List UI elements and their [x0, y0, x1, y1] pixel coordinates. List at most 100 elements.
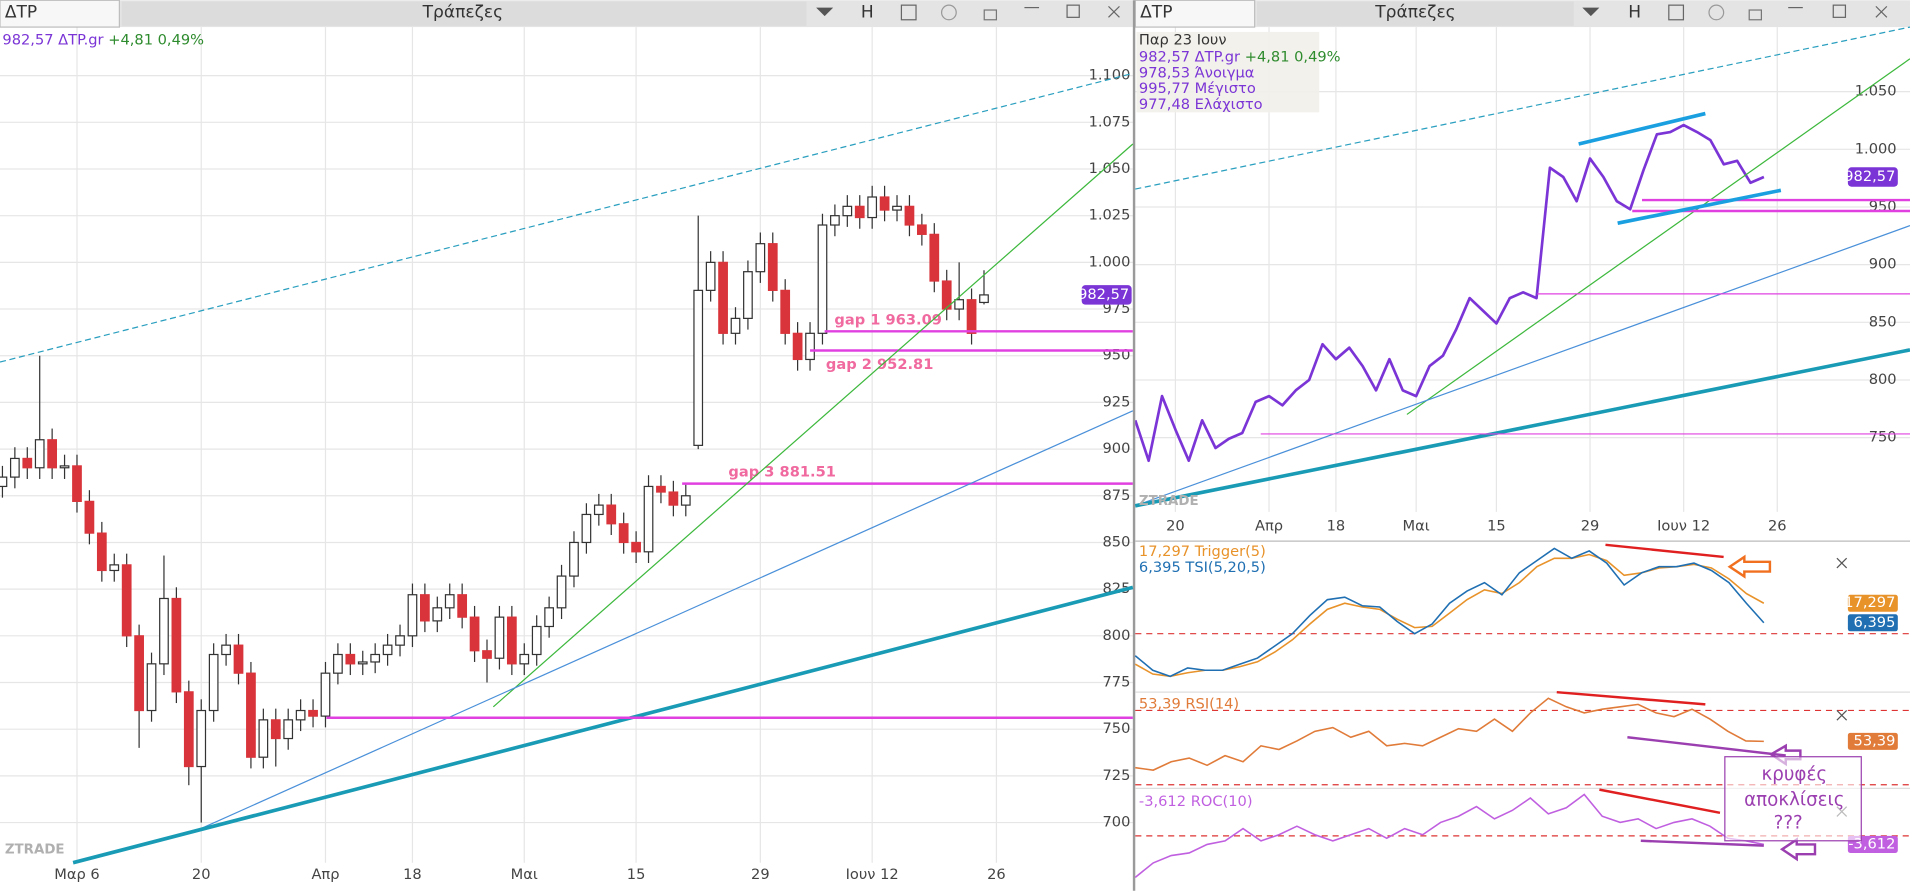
candle-body — [569, 541, 579, 577]
indicator-line — [1134, 793, 1764, 878]
candle-body — [444, 594, 455, 609]
candle-body — [109, 564, 120, 572]
value-tag-label: 17,297 — [1844, 594, 1895, 611]
watermark: ZTRADE — [1139, 494, 1199, 509]
close-icon[interactable] — [1875, 5, 1888, 18]
x-tick-label: 26 — [987, 866, 1006, 883]
candle-body — [668, 491, 679, 506]
candle-body — [506, 616, 517, 665]
price-line — [1134, 123, 1765, 463]
info-low: 977,48 Ελάχιστο — [1139, 96, 1263, 113]
close-panel[interactable] — [1836, 557, 1848, 569]
candle-body — [730, 317, 741, 334]
candle-body — [320, 672, 331, 717]
candle-body — [196, 709, 207, 768]
arrow — [1727, 554, 1772, 579]
price-tag-label: 982,57 — [1844, 168, 1895, 185]
quote-price: 982,57 ΔTP.gr — [1139, 49, 1240, 66]
divergence-line — [1605, 543, 1724, 559]
tab[interactable] — [0, 0, 120, 28]
value-tag — [1847, 594, 1898, 612]
y-tick-label: 900 — [1869, 256, 1897, 273]
quote: 982,57 ΔTP.gr +4,81 0,49% — [2, 31, 204, 48]
legend-value: 17,297 — [1139, 543, 1190, 560]
candle-body — [941, 280, 952, 310]
y-tick-label: 800 — [1869, 371, 1897, 388]
legend-entry: -3,612 ROC(10) — [1139, 793, 1253, 810]
y-tick-label: 875 — [1103, 487, 1131, 504]
x-tick-label: 20 — [192, 866, 211, 883]
y-tick-label: 800 — [1103, 627, 1131, 644]
x-tick-label: Απρ — [311, 866, 339, 883]
group-select[interactable] — [1257, 1, 1574, 26]
y-tick-label: 700 — [1103, 814, 1131, 831]
legend-entry: 53,39 RSI(14) — [1139, 695, 1239, 712]
candle-body — [72, 465, 82, 502]
x-tick-label: 20 — [1166, 518, 1185, 535]
candle-body — [680, 495, 691, 506]
info-high: 995,77 Μέγιστο — [1139, 80, 1256, 97]
window-icon[interactable] — [900, 4, 917, 21]
candle-body — [544, 607, 554, 628]
mode-button[interactable]: H — [1628, 2, 1641, 22]
candle-body — [407, 594, 418, 637]
trend-line — [492, 143, 1134, 708]
y-tick-label: 850 — [1869, 313, 1897, 330]
comment-icon[interactable] — [940, 4, 957, 21]
group-select[interactable] — [121, 1, 807, 26]
note-line: κρυφές — [1761, 764, 1827, 785]
candle-body — [233, 644, 244, 674]
gap-label: gap 1 963.09 — [834, 311, 942, 328]
mode-button[interactable]: H — [861, 2, 874, 22]
close-icon[interactable] — [1108, 5, 1120, 18]
value-tag-label: 53,39 — [1854, 732, 1896, 749]
channel-line — [1578, 111, 1706, 146]
candle-body — [767, 243, 778, 291]
candle-body — [618, 523, 629, 544]
candle-body — [22, 457, 33, 469]
maximize-icon[interactable] — [1832, 4, 1847, 18]
divergence-line — [1599, 788, 1721, 814]
maximize-icon[interactable] — [1066, 4, 1080, 18]
candle-body — [295, 709, 306, 721]
comment-icon[interactable] — [1708, 4, 1725, 21]
price-tag — [1847, 167, 1898, 187]
candle-body — [519, 653, 530, 665]
candle-body — [693, 289, 704, 446]
watermark: ZTRADE — [5, 842, 65, 857]
x-tick-label: Μαρ 6 — [54, 866, 99, 883]
trend-line — [72, 585, 1134, 865]
candle-body — [842, 205, 853, 217]
candle-body — [121, 564, 132, 637]
candle-body — [357, 661, 368, 665]
legend-value: 53,39 — [1139, 695, 1181, 712]
legend-name: TSI(5,20,5) — [1184, 559, 1265, 576]
dropdown-arrow[interactable] — [816, 7, 834, 17]
candle-body — [805, 332, 815, 361]
candle-body — [817, 224, 828, 334]
window-icon[interactable] — [1668, 4, 1685, 21]
x-tick-label: 26 — [1768, 518, 1787, 535]
candle-body — [308, 709, 318, 717]
candle-body — [929, 233, 940, 282]
note-box — [1724, 756, 1862, 842]
info-box — [1136, 31, 1320, 113]
trend-line — [1135, 26, 1910, 190]
y-tick-label: 1.000 — [1855, 140, 1897, 157]
close-panel[interactable] — [1836, 710, 1848, 721]
candle-body — [146, 663, 157, 712]
note-line: αποκλίσεις — [1744, 790, 1844, 811]
candle-body — [246, 672, 256, 758]
candle-body — [159, 597, 169, 665]
candle-body — [84, 500, 95, 534]
trend-line — [200, 410, 1134, 830]
quote: 982,57 ΔTP.gr +4,81 0,49% — [1139, 49, 1341, 66]
tab[interactable] — [1134, 0, 1256, 28]
candle-body — [469, 616, 480, 652]
lock-icon[interactable] — [983, 9, 998, 21]
candle-body — [830, 215, 840, 226]
dropdown-arrow[interactable] — [1582, 7, 1600, 17]
lock-icon[interactable] — [1748, 9, 1762, 21]
